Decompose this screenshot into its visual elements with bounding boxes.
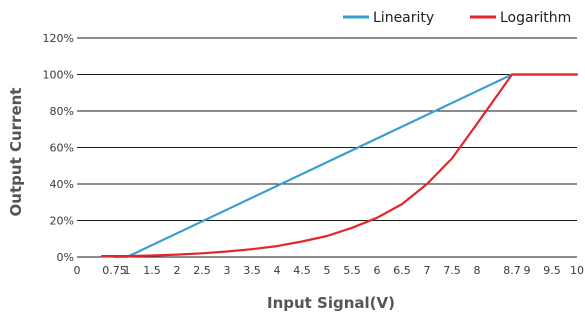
x-tick-label: 0.75 (102, 264, 127, 277)
y-tick-label: 60% (50, 142, 74, 155)
x-tick-label: 8.7 (503, 264, 521, 277)
y-tick-label: 100% (43, 69, 74, 82)
x-tick-label: 8 (474, 264, 481, 277)
x-tick-label: 10 (570, 264, 584, 277)
x-tick-label: 5 (324, 264, 331, 277)
x-tick-label: 9 (524, 264, 531, 277)
legend-label-linearity: Linearity (373, 10, 434, 26)
x-tick-label: 1 (124, 264, 131, 277)
x-tick-label: 6 (374, 264, 381, 277)
y-tick-label: 0% (57, 251, 74, 264)
x-tick-label: 1.5 (143, 264, 161, 277)
x-tick-label: 7 (424, 264, 431, 277)
x-axis-title: Input Signal(V) (267, 294, 395, 312)
x-tick-label: 2.5 (193, 264, 211, 277)
series-lines (100, 73, 579, 259)
x-tick-label: 2 (174, 264, 181, 277)
y-tick-label: 120% (43, 32, 74, 45)
legend-label-logarithm: Logarithm (500, 10, 571, 26)
y-axis-title: Output Current (7, 88, 25, 217)
y-tick-label: 20% (50, 215, 74, 228)
gridlines (77, 37, 577, 221)
x-tick-label: 3.5 (243, 264, 261, 277)
x-tick-label: 3 (224, 264, 231, 277)
series-line-logarithm (100, 73, 579, 258)
x-tick-label: 7.5 (443, 264, 461, 277)
y-tick-label: 40% (50, 178, 74, 191)
x-tick-label: 9.5 (543, 264, 561, 277)
x-tick-label: 4 (274, 264, 281, 277)
x-tick-label: 0 (74, 264, 81, 277)
y-tick-label: 80% (50, 105, 74, 118)
x-tick-label: 6.5 (393, 264, 411, 277)
tick-labels: 0% 20% 40% 60% 80% 100% 120% 0 0.751 1.5 2 2.5 3 3.5 4… (43, 32, 584, 277)
legend: Linearity Logarithm (343, 10, 571, 26)
x-tick-label: 5.5 (343, 264, 361, 277)
x-tick-label: 4.5 (293, 264, 311, 277)
